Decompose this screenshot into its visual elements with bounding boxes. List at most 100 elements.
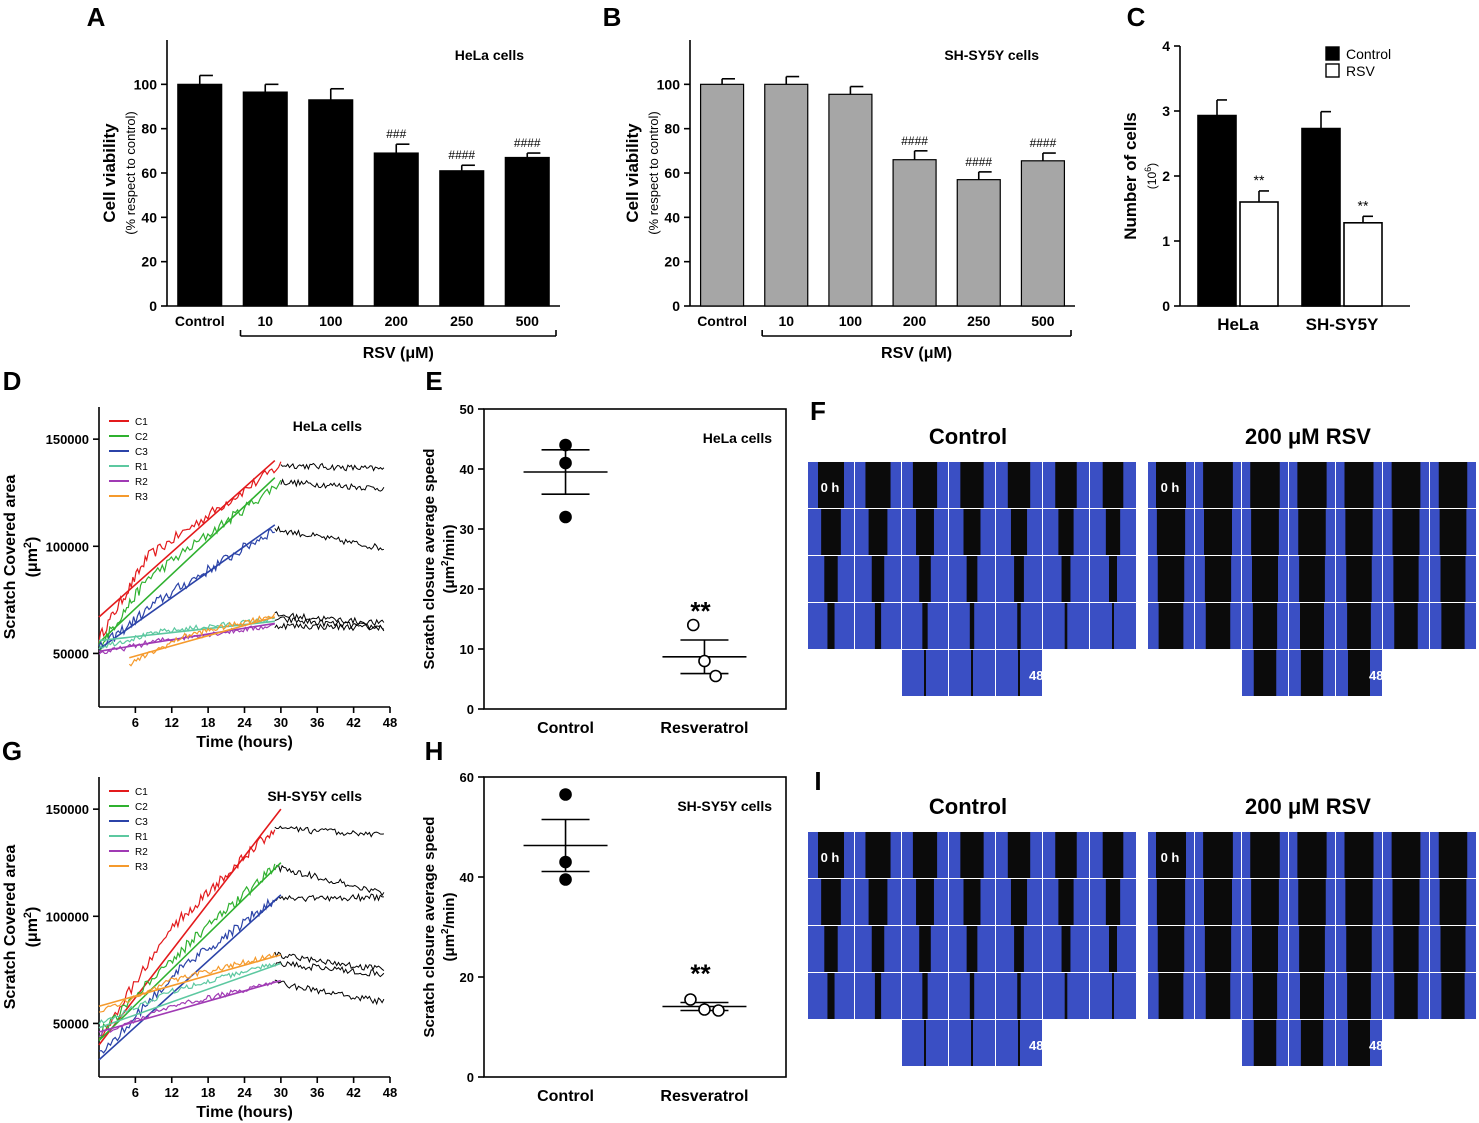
micro-f-rsv-scratch [1251, 509, 1279, 555]
micro-i-rsv-scratch [1440, 926, 1466, 972]
chart-b-ytick-label: 60 [664, 165, 680, 181]
chart-g-ytick-label: 100000 [46, 909, 89, 924]
micro-i-control-scratch [871, 926, 885, 972]
chart-b-bar [828, 93, 873, 307]
micro-f-rsv-scratch [1157, 556, 1185, 602]
chart-d-series-c1 [98, 461, 282, 643]
chart-a-bar [177, 83, 223, 307]
chart-g-x-label: Time (hours) [196, 1104, 293, 1121]
panel-label-h: H [425, 736, 444, 766]
micro-i-control-scratch [1007, 832, 1031, 878]
micro-i-rsv-scratch [1345, 879, 1373, 925]
chart-c-y-sublabel-part: (10 [1145, 172, 1159, 190]
micro-i-control-scratch [1102, 832, 1124, 878]
micro-f-control-scratch [916, 509, 934, 555]
micro-f-control-scratch [865, 462, 891, 508]
micro-f-rsv-scratch [1253, 650, 1277, 696]
chart-d-y-unit-part: 2 [22, 542, 34, 548]
micro-i-control-scratch [960, 832, 984, 878]
chart-c-legend-swatch [1325, 46, 1340, 61]
micro-f-rsv-scratch [1205, 603, 1231, 649]
chart-e-ytick-label: 10 [460, 642, 474, 657]
chart-b-y-label: Cell viability [623, 123, 642, 223]
micro-i-rsv-scratch [1205, 973, 1231, 1019]
chart-d-series-r3 [128, 612, 276, 667]
chart-e-ytick-label: 40 [460, 462, 474, 477]
chart-e-category-label: Control [537, 720, 594, 737]
chart-d-xtick-label: 42 [346, 715, 360, 730]
chart-h-ytick-label: 0 [467, 1070, 474, 1085]
micro-f-rsv-scratch [1440, 556, 1466, 602]
chart-c-ytick-label: 2 [1162, 168, 1170, 184]
chart-a-significance-mark: #### [448, 148, 475, 162]
micro-i-rsv-start-label: 0 h [1161, 850, 1180, 865]
micro-f-rsv-scratch [1299, 556, 1325, 602]
chart-e-y-unit-part: 2 [440, 560, 451, 566]
micro-i-control-scratch [874, 973, 882, 1019]
chart-c-category-label: HeLa [1217, 315, 1259, 334]
panel-label-d: D [3, 366, 22, 396]
chart-g-fit-r1 [98, 962, 282, 1029]
chart-g-legend-label: R1 [135, 832, 148, 843]
chart-g-xtick-label: 42 [346, 1085, 360, 1100]
micro-i-rsv-scratch [1391, 832, 1421, 878]
chart-h-point-resveratrol [698, 1003, 711, 1016]
micro-i-control-scratch [966, 926, 978, 972]
chart-g-y-unit-part: (μm [24, 918, 41, 947]
chart-h-point-control [559, 855, 572, 869]
micro-f-control-scratch [1061, 556, 1071, 602]
micro-i-rsv-scratch [1252, 973, 1278, 1019]
chart-h-point-resveratrol [684, 993, 697, 1006]
chart-h-significance-mark: ** [690, 959, 711, 989]
micro-f-rsv-scratch [1250, 462, 1280, 508]
chart-b-category-label: 500 [1031, 313, 1055, 329]
chart-g-series-c1-tail [274, 825, 384, 838]
micro-i-rsv-scratch [1394, 973, 1418, 1019]
chart-c-y-sublabel-part: 6 [1143, 167, 1153, 172]
micro-i-control-scratch [1018, 1020, 1020, 1066]
chart-h-ytick-label: 60 [460, 770, 474, 785]
chart-d-series-r3-tail [274, 611, 385, 626]
micro-f-control-scratch [960, 462, 984, 508]
chart-g-xtick-label: 30 [274, 1085, 288, 1100]
chart-d-legend-label: C1 [135, 417, 148, 428]
micro-f-rsv-scratch [1204, 509, 1232, 555]
chart-d-legend-label: R2 [135, 477, 148, 488]
chart-b-y-sublabel: (% respect to control) [646, 111, 661, 235]
micro-f-rsv-scratch [1439, 509, 1467, 555]
chart-b-bar [956, 179, 1001, 307]
micro-i-control-scratch [818, 832, 844, 878]
chart-b-significance-mark: #### [965, 155, 992, 169]
chart-d-y-unit-part: ) [24, 537, 41, 542]
chart-e-point-control [559, 456, 572, 470]
micro-i-rsv-scratch [1299, 926, 1325, 972]
micro-i-control-scratch [824, 926, 838, 972]
chart-c-ytick-label: 3 [1162, 103, 1170, 119]
chart-d-legend-label: C2 [135, 432, 148, 443]
chart-g-series-c1 [98, 829, 276, 1040]
chart-g-series-c3 [98, 897, 276, 1054]
chart-e-point-resveratrol [709, 669, 722, 683]
chart-a-bar [242, 91, 288, 307]
micro-i-control-start-label: 0 h [821, 850, 840, 865]
micro-i-control-heading: Control [929, 794, 1007, 819]
panel-label-f: F [810, 396, 826, 426]
micro-i-control-scratch [1064, 973, 1068, 1019]
micro-f-control-scratch [1018, 650, 1020, 696]
chart-h-point-resveratrol [712, 1004, 725, 1017]
chart-b-category-label: 250 [967, 313, 991, 329]
micro-i-control-scratch [1058, 879, 1074, 925]
chart-a-ytick-label: 80 [141, 121, 157, 137]
chart-b-category-label: Control [697, 313, 747, 329]
micro-f-control-scratch [1105, 509, 1121, 555]
chart-h-point-control [559, 788, 572, 801]
chart-a-category-label: 10 [257, 313, 273, 329]
chart-g-fit-r2 [98, 979, 282, 1033]
panel-label-g: G [2, 736, 22, 766]
chart-e-y-unit-part: (μm [441, 566, 458, 594]
chart-g-title: SH-SY5Y cells [267, 788, 362, 804]
micro-f-control-scratch [1064, 603, 1068, 649]
micro-f-rsv-scratch [1348, 650, 1370, 696]
chart-d-ytick-label: 100000 [46, 539, 89, 554]
